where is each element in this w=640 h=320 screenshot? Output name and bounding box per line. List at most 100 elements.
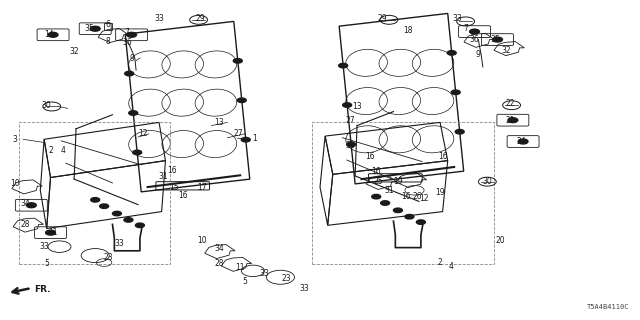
Text: 16: 16	[401, 192, 411, 201]
Text: 32: 32	[502, 45, 511, 55]
Text: 30: 30	[42, 101, 52, 110]
Text: 36: 36	[122, 38, 132, 47]
Text: 16: 16	[167, 166, 177, 175]
Circle shape	[124, 218, 133, 222]
Circle shape	[493, 37, 502, 42]
Text: 12: 12	[138, 129, 147, 138]
Text: 15: 15	[170, 183, 179, 192]
Text: 6: 6	[106, 20, 111, 29]
Text: 30: 30	[483, 177, 492, 186]
Text: 19: 19	[435, 188, 445, 197]
Text: 31: 31	[159, 172, 168, 181]
Text: 21: 21	[506, 116, 515, 125]
Text: 14: 14	[44, 30, 53, 39]
Text: 35: 35	[84, 24, 93, 33]
Circle shape	[113, 211, 122, 216]
Text: 9: 9	[129, 53, 134, 62]
Circle shape	[125, 71, 134, 76]
Circle shape	[394, 208, 403, 212]
Text: 7: 7	[463, 24, 468, 33]
Text: 31: 31	[346, 141, 355, 150]
Text: 9: 9	[476, 50, 481, 59]
Text: FR.: FR.	[34, 285, 51, 294]
Circle shape	[237, 98, 246, 102]
Circle shape	[91, 197, 100, 202]
Text: 2: 2	[438, 258, 442, 267]
Circle shape	[342, 103, 351, 107]
Text: 8: 8	[106, 37, 110, 46]
Text: 7: 7	[125, 28, 129, 37]
Circle shape	[455, 130, 464, 134]
Text: 35: 35	[491, 35, 500, 44]
Text: 11: 11	[236, 263, 245, 272]
Text: 24: 24	[516, 137, 526, 146]
Circle shape	[136, 223, 145, 228]
Text: 29: 29	[195, 14, 205, 23]
Circle shape	[26, 203, 36, 208]
Text: 27: 27	[234, 129, 243, 138]
Text: 18: 18	[403, 26, 413, 35]
Text: 12: 12	[419, 194, 428, 204]
Text: 16: 16	[178, 191, 188, 200]
Circle shape	[100, 204, 109, 208]
Text: T5A4B4110C: T5A4B4110C	[588, 304, 630, 310]
Text: 5: 5	[44, 259, 49, 268]
Text: 28: 28	[20, 220, 29, 229]
Circle shape	[45, 230, 56, 235]
Circle shape	[470, 29, 479, 34]
Circle shape	[372, 195, 381, 199]
Text: 5: 5	[242, 277, 247, 286]
Circle shape	[417, 220, 426, 224]
Circle shape	[451, 90, 460, 94]
Text: 36: 36	[470, 35, 479, 44]
Circle shape	[405, 214, 414, 219]
Circle shape	[241, 138, 250, 142]
Circle shape	[127, 32, 136, 37]
Text: 25: 25	[374, 177, 383, 186]
Text: 3: 3	[12, 135, 17, 144]
Text: 10: 10	[10, 180, 20, 188]
Text: 33: 33	[259, 268, 269, 278]
Text: 32: 32	[69, 47, 79, 56]
Text: 23: 23	[282, 274, 292, 283]
Text: 1: 1	[253, 134, 257, 143]
Circle shape	[347, 142, 356, 147]
Circle shape	[132, 150, 141, 155]
Circle shape	[339, 63, 348, 68]
Text: 27: 27	[346, 116, 355, 125]
Text: 28: 28	[214, 259, 224, 268]
Text: 16: 16	[371, 167, 381, 176]
Circle shape	[518, 139, 528, 144]
Text: 33: 33	[452, 14, 462, 23]
Text: 16: 16	[365, 152, 374, 161]
Circle shape	[48, 32, 58, 37]
Text: 4: 4	[61, 146, 66, 155]
Text: 34: 34	[20, 198, 30, 207]
Text: 33: 33	[114, 239, 124, 248]
Text: 19: 19	[393, 177, 403, 186]
Text: 17: 17	[197, 183, 207, 192]
Text: 4: 4	[449, 262, 453, 271]
Text: 22: 22	[506, 99, 515, 108]
Text: 2: 2	[48, 146, 53, 155]
Text: 33: 33	[299, 284, 309, 292]
Text: 31: 31	[384, 186, 394, 195]
Circle shape	[508, 118, 518, 123]
Text: 11: 11	[48, 228, 58, 237]
Text: 10: 10	[197, 236, 207, 245]
Text: 20: 20	[495, 236, 505, 245]
Circle shape	[90, 26, 100, 31]
Text: 13: 13	[352, 102, 362, 111]
Text: 26: 26	[412, 192, 422, 201]
Circle shape	[447, 51, 456, 55]
Text: 33: 33	[154, 14, 164, 23]
Circle shape	[234, 59, 243, 63]
Text: 33: 33	[39, 242, 49, 251]
Text: 16: 16	[438, 152, 447, 161]
Text: 34: 34	[214, 244, 224, 253]
Text: 23: 23	[103, 253, 113, 262]
Text: 29: 29	[378, 14, 387, 23]
Text: 13: 13	[214, 118, 224, 127]
Circle shape	[381, 201, 390, 205]
Circle shape	[129, 111, 138, 115]
